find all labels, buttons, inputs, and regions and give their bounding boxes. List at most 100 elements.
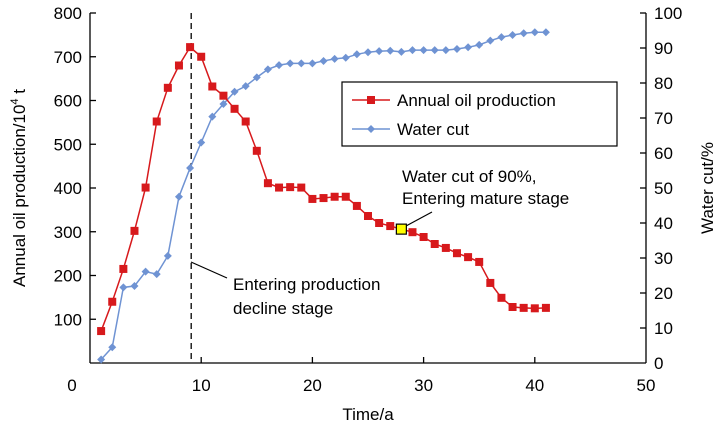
data-point [497, 293, 506, 302]
data-point [263, 179, 272, 188]
data-point [519, 303, 528, 312]
y2-tick-label: 50 [654, 179, 673, 198]
data-point [319, 56, 328, 65]
legend-water-label: Water cut [397, 120, 469, 139]
production-decline-label-line2: decline stage [233, 299, 333, 318]
x-tick-label: 20 [303, 376, 322, 395]
y2-tick-label: 10 [654, 319, 673, 338]
data-point [230, 87, 239, 96]
data-point [241, 82, 250, 91]
data-point [275, 183, 284, 192]
data-point [297, 59, 306, 68]
data-point [408, 228, 417, 237]
data-point [208, 112, 217, 121]
data-point [108, 343, 117, 352]
data-point [541, 303, 550, 312]
data-point [386, 46, 395, 55]
data-point [230, 104, 239, 113]
y2-tick-label: 0 [654, 354, 663, 373]
data-point [397, 47, 406, 56]
data-point [530, 304, 539, 313]
data-point [475, 257, 484, 266]
data-point [486, 278, 495, 287]
y2-tick-label: 60 [654, 144, 673, 163]
x-tick-label: 0 [67, 376, 76, 395]
series-water-cut [97, 28, 550, 364]
mature-stage-label-line1: Water cut of 90%, [402, 167, 536, 186]
data-point [497, 33, 506, 42]
data-point [141, 183, 150, 192]
x-tick-label: 10 [192, 376, 211, 395]
data-point [252, 73, 261, 82]
data-point [508, 31, 517, 40]
data-point [319, 194, 328, 203]
y2-tick-label: 20 [654, 284, 673, 303]
data-point [252, 146, 261, 155]
x-tick-label: 30 [414, 376, 433, 395]
data-point [364, 212, 372, 220]
y-tick-label: 700 [54, 48, 82, 67]
y-tick-label: 200 [54, 267, 82, 286]
data-point [430, 240, 439, 248]
data-point [508, 303, 517, 311]
data-point [97, 327, 106, 336]
data-point [186, 43, 195, 52]
y-tick-label: 400 [54, 179, 82, 198]
x-ticks: 0 10 20 30 40 50 [67, 357, 655, 395]
data-point [308, 194, 317, 203]
data-point [308, 59, 317, 68]
data-point [475, 40, 484, 49]
data-point [152, 270, 161, 279]
data-point [275, 61, 284, 70]
data-point [352, 201, 361, 210]
data-point [375, 219, 384, 227]
y-axis-title: Annual oil production/104 t [9, 89, 29, 287]
data-point [386, 222, 395, 231]
data-point [297, 183, 306, 192]
data-point [464, 253, 473, 262]
series-annual-oil-production [97, 43, 550, 336]
data-point [541, 28, 550, 37]
data-point [108, 297, 117, 306]
data-point [375, 47, 384, 56]
legend-oil-label: Annual oil production [397, 91, 556, 110]
data-point [452, 249, 461, 258]
data-point [519, 29, 528, 38]
data-point [119, 283, 128, 292]
data-point [486, 36, 495, 45]
data-point [341, 192, 350, 201]
x-tick-label: 40 [525, 376, 544, 395]
data-point [174, 192, 183, 201]
data-point [441, 243, 450, 252]
y2-tick-label: 90 [654, 39, 673, 58]
data-point [341, 53, 350, 62]
y-tick-label: 600 [54, 92, 82, 111]
x-tick-label: 50 [637, 376, 656, 395]
data-point [119, 264, 128, 273]
y2-tick-label: 100 [654, 4, 682, 23]
y-axis-title-superscript: 4 [9, 98, 21, 104]
data-point [163, 83, 172, 92]
y-tick-label: 800 [54, 4, 82, 23]
axes [89, 13, 647, 364]
y2-ticks: 0 10 20 30 40 50 60 70 80 90 100 [640, 4, 682, 373]
data-point [163, 251, 172, 260]
data-point [130, 226, 139, 235]
data-point [174, 61, 183, 70]
y-tick-label: 500 [54, 135, 82, 154]
production-decline-label-line1: Entering production [233, 275, 380, 294]
data-point [530, 28, 539, 37]
y2-tick-label: 30 [654, 249, 673, 268]
data-point [452, 45, 461, 54]
y2-axis-title: Water cut/% [698, 142, 717, 234]
data-point [408, 46, 417, 55]
y2-tick-label: 70 [654, 109, 673, 128]
legend-box [341, 81, 618, 147]
data-point [208, 82, 217, 91]
data-point [430, 46, 439, 55]
y-ticks: 100 200 300 400 500 600 700 800 [54, 4, 96, 329]
data-point [241, 117, 250, 126]
mature-stage-label-line2: Entering mature stage [402, 189, 569, 208]
data-point [186, 164, 195, 173]
